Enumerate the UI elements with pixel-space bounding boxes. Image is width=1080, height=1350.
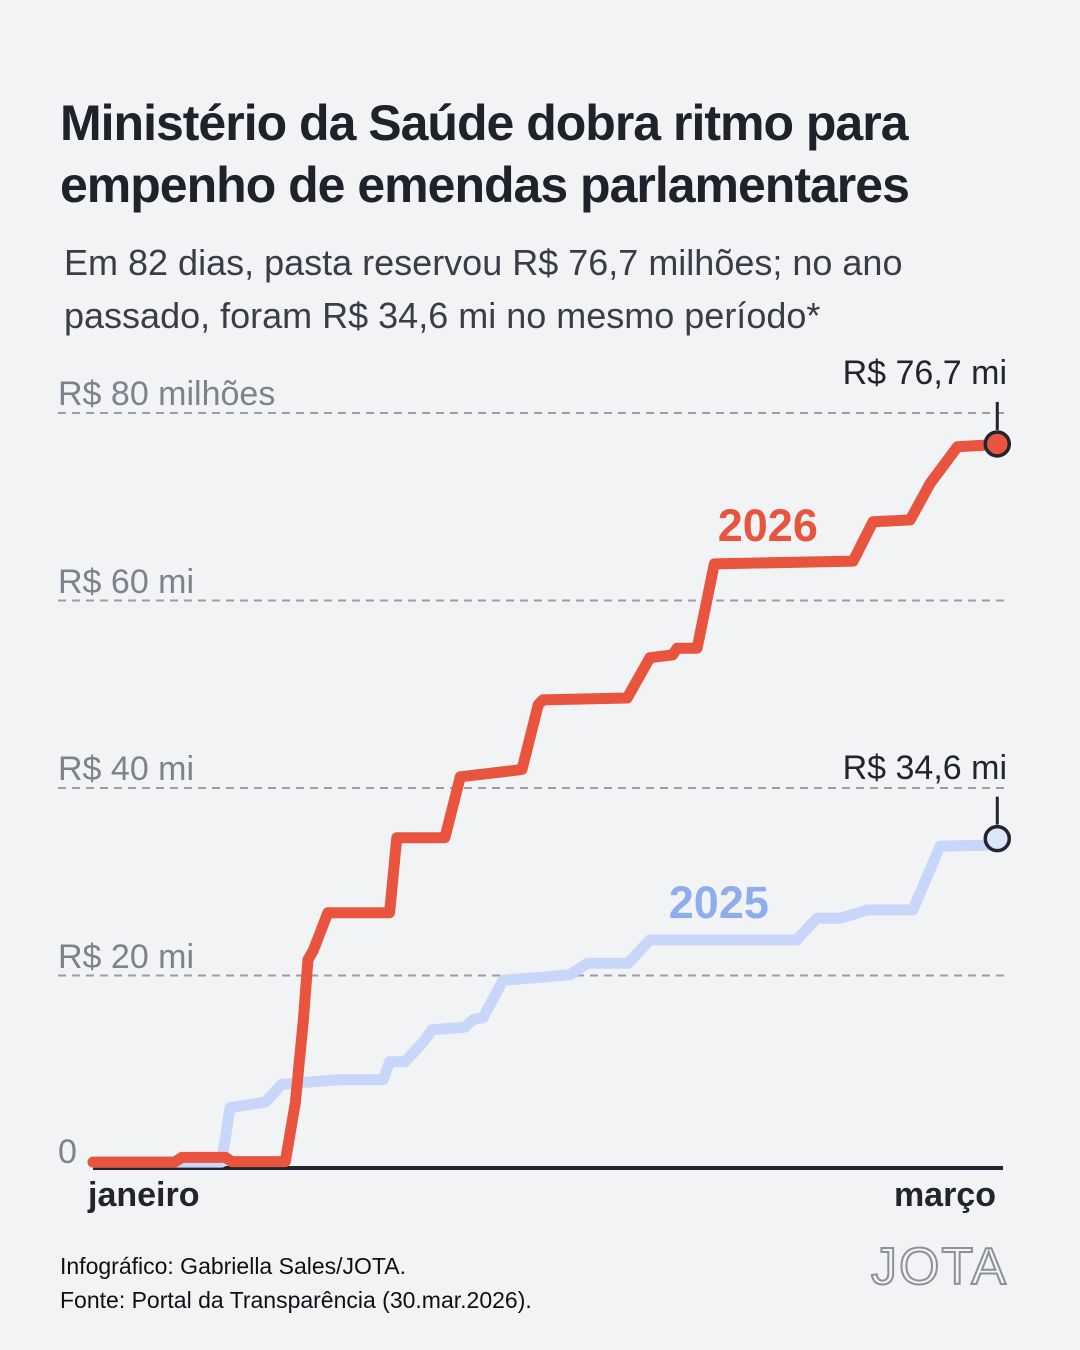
x-axis-label-janeiro: janeiro (88, 1176, 200, 1214)
y-axis-label-80: R$ 80 milhões (58, 375, 276, 413)
endpoint-dot-2026 (983, 430, 1012, 458)
credit-line: Infográfico: Gabriella Sales/JOTA. (60, 1253, 406, 1279)
series-line-2025 (87, 833, 1003, 1168)
end-annotation-2025: R$ 34,6 mi (842, 748, 1007, 787)
title-line-1: Ministério da Saúde dobra ritmo para (60, 94, 908, 151)
end-annotation-2026: R$ 76,7 mi (842, 353, 1007, 392)
series-line-2026 (87, 438, 1003, 1168)
y-axis-label-0: 0 (58, 1133, 77, 1171)
subtitle-line-1: Em 82 dias, pasta reservou R$ 76,7 milhõ… (64, 242, 903, 283)
series-label-2025: 2025 (668, 877, 769, 929)
subtitle: Em 82 dias, pasta reservou R$ 76,7 milhõ… (64, 236, 902, 342)
subtitle-line-2: passado, foram R$ 34,6 mi no mesmo perío… (64, 295, 821, 336)
jota-logo: JOTA (870, 1237, 1008, 1297)
page-title: Ministério da Saúde dobra ritmo para emp… (60, 92, 910, 216)
credits: Infográfico: Gabriella Sales/JOTA. Fonte… (60, 1249, 532, 1317)
y-axis-label-40: R$ 40 mi (58, 750, 195, 788)
x-axis-label-marco: março (893, 1176, 996, 1214)
series-label-2026: 2026 (717, 499, 818, 551)
y-axis-label-20: R$ 20 mi (58, 937, 195, 976)
endpoint-dot-2025 (983, 824, 1012, 853)
source-line: Fonte: Portal da Transparência (30.mar.2… (60, 1287, 532, 1313)
title-line-2: empenho de emendas parlamentares (60, 156, 910, 213)
y-axis-label-60: R$ 60 mi (58, 562, 195, 601)
